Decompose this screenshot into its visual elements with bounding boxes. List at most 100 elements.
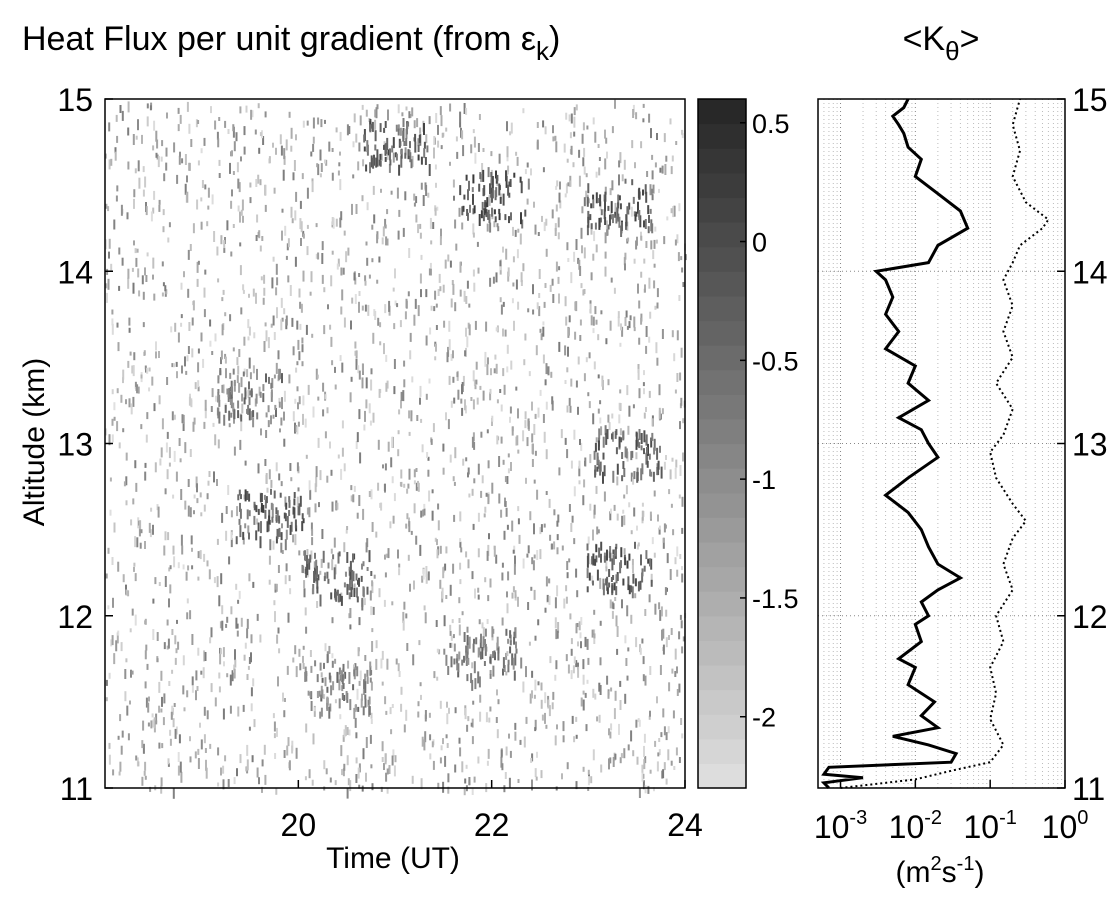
heatmap-cell	[626, 560, 629, 569]
heatmap-cell	[187, 288, 190, 298]
heatmap-cell	[199, 722, 201, 728]
heatmap-cell	[454, 764, 457, 773]
heatmap-cell	[363, 598, 366, 606]
heatmap-cell	[673, 205, 676, 217]
heatmap-cell	[212, 422, 215, 427]
heatmap-cell	[420, 778, 423, 790]
heatmap-cell	[345, 251, 348, 263]
heatmap-cell	[466, 674, 469, 682]
heatmap-cell	[465, 551, 468, 558]
heatmap-cell	[376, 154, 379, 167]
heatmap-cell	[363, 134, 366, 143]
heatmap-cell	[544, 283, 547, 288]
heatmap-cell	[289, 588, 292, 595]
heatmap-cell	[670, 166, 673, 175]
heatmap-cell	[223, 247, 226, 253]
heatmap-cell	[152, 524, 154, 535]
heatmap-cell	[262, 297, 265, 305]
heatmap-cell	[365, 542, 368, 553]
heatmap-cell	[376, 104, 379, 110]
heatmap-cell	[352, 553, 354, 563]
heatmap-cell	[339, 179, 342, 191]
heatmap-cell	[573, 429, 576, 440]
heatmap-cell	[171, 411, 174, 421]
heatmap-cell	[613, 708, 616, 720]
heatmap-cell	[144, 541, 146, 549]
heatmap-cell	[403, 601, 406, 610]
heatmap-cell	[481, 647, 484, 660]
heatmap-cell	[290, 145, 293, 152]
heatmap-cell	[242, 215, 244, 223]
heatmap-cell	[645, 241, 648, 248]
heatmap-cell	[330, 685, 333, 696]
heatmap-cell	[560, 429, 563, 439]
heatmap-cell	[575, 301, 578, 312]
heatmap-cell	[296, 462, 299, 472]
heatmap-cell	[135, 755, 138, 761]
heatmap-cell	[496, 689, 498, 696]
heatmap-cell	[234, 649, 236, 661]
heatmap-cell	[643, 220, 645, 228]
heatmap-cell	[407, 291, 410, 297]
heatmap-cell	[595, 555, 598, 563]
heatmap-cell	[609, 757, 612, 764]
heatmap-cell	[638, 442, 641, 449]
heatmap-cell	[174, 635, 177, 645]
heatmap-cell	[506, 476, 509, 484]
heatmap-cell	[474, 678, 477, 690]
heatmap-cell	[419, 273, 422, 284]
heatmap-cell	[342, 683, 345, 689]
profile-title: <Kθ>	[903, 20, 980, 66]
heatmap-cell	[652, 471, 655, 482]
heatmap-cell	[505, 746, 508, 756]
heatmap-cell	[658, 602, 661, 610]
heatmap-cell	[577, 641, 579, 647]
heatmap-cell	[328, 672, 331, 680]
heatmap-cell	[375, 531, 378, 538]
heatmap-cell	[181, 414, 184, 424]
heatmap-cell	[474, 588, 476, 599]
heatmap-cell	[524, 169, 527, 175]
heatmap-cell	[116, 388, 119, 394]
heatmap-cell	[417, 480, 419, 487]
heatmap-cell	[653, 263, 656, 268]
heatmap-cell	[224, 120, 227, 128]
heatmap-cell	[117, 342, 120, 352]
heatmap-cell	[339, 593, 341, 602]
heatmap-cell	[415, 468, 418, 472]
heatmap-cell	[396, 187, 399, 199]
heatmap-cell	[348, 672, 351, 684]
heatmap-cell	[171, 705, 174, 717]
heatmap-cell	[346, 124, 349, 136]
heatmap-cell	[213, 577, 216, 584]
heatmap-cell	[593, 504, 596, 515]
heatmap-cell	[138, 526, 141, 537]
heatmap-cell	[611, 413, 614, 419]
heatmap-cell	[257, 463, 260, 474]
heatmap-cell	[127, 590, 130, 597]
heatmap-cell	[371, 522, 374, 532]
heatmap-cell	[186, 355, 189, 362]
heatmap-cell	[566, 158, 569, 163]
heatmap-cell	[339, 151, 341, 156]
heatmap-cell	[485, 492, 488, 497]
heatmap-cell	[325, 159, 328, 166]
heatmap-cell	[200, 670, 203, 675]
heatmap-cell	[310, 271, 313, 283]
heatmap-cell	[340, 745, 343, 757]
heatmap-cell	[634, 593, 637, 599]
heatmap-cell	[505, 652, 508, 660]
heatmap-cell	[627, 237, 630, 242]
heatmap-cell	[158, 204, 161, 212]
heatmap-cell	[317, 164, 320, 176]
heatmap-cell	[141, 134, 143, 144]
heatmap-cell	[438, 273, 441, 283]
heatmap-cell	[634, 162, 636, 169]
heatmap-cell	[256, 214, 259, 223]
heatmap-cell	[573, 538, 576, 545]
heatmap-cell	[247, 389, 250, 398]
heatmap-cell	[302, 395, 305, 406]
heatmap-cell	[514, 590, 517, 599]
heatmap-cell	[175, 648, 178, 654]
heatmap-cell	[379, 153, 382, 160]
